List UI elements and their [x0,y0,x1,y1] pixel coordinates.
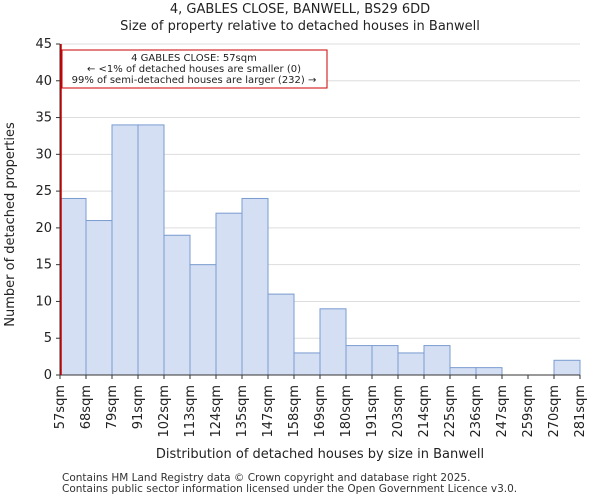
chart-title: 4, GABLES CLOSE, BANWELL, BS29 6DD [169,2,431,17]
histogram-bar [111,124,139,376]
x-tick-label: 102sqm [157,385,172,438]
x-tick-label: 180sqm [339,385,354,438]
x-tick-label: 57sqm [53,385,68,429]
histogram-bar [215,212,243,376]
annotation-smaller: ← <1% of detached houses are smaller (0) [87,64,301,75]
histogram-bar [85,220,113,376]
annotation-box [61,49,328,89]
histogram-bar [423,345,451,376]
histogram-bar [475,367,503,376]
x-tick-label: 270sqm [547,385,562,438]
y-tick-label: 45 [35,37,52,52]
y-tick-label: 5 [44,331,52,346]
histogram-bar [241,197,269,376]
x-tick-label: 169sqm [313,385,328,438]
x-tick-label: 191sqm [365,385,380,438]
x-tick-label: 236sqm [469,385,484,438]
histogram-bar [59,197,87,376]
y-tick-label: 10 [35,294,52,309]
x-tick-label: 203sqm [391,385,406,438]
x-tick-label: 214sqm [417,385,432,438]
x-tick-label: 124sqm [209,385,224,438]
x-tick-label: 79sqm [105,385,120,429]
x-tick-label: 68sqm [79,385,94,429]
y-axis-title: Number of detached properties [3,122,18,327]
y-tick-label: 0 [44,368,52,383]
histogram-bar [449,367,477,376]
histogram-bar [319,308,347,376]
x-tick-label: 113sqm [183,385,198,438]
x-tick-label: 281sqm [573,385,588,438]
footer-line-2: Contains public sector information licen… [62,483,518,495]
annotation-larger: 99% of semi-detached houses are larger (… [72,75,317,86]
histogram-bar [397,352,425,376]
histogram-bar [189,264,217,376]
histogram-bar [163,234,191,376]
x-tick-label: 147sqm [261,385,276,438]
histogram-bar [137,124,165,376]
x-axis-title: Distribution of detached houses by size … [156,447,484,462]
histogram-bar [345,345,373,376]
x-tick-label: 247sqm [495,385,510,438]
histogram-bar [553,359,581,376]
y-tick-label: 40 [35,74,52,89]
footer-line-1: Contains HM Land Registry data © Crown c… [62,472,471,484]
y-tick-label: 25 [35,184,52,199]
y-tick-label: 20 [35,221,52,236]
x-tick-label: 158sqm [287,385,302,438]
y-tick-label: 15 [35,258,52,273]
histogram-chart: 0 5 10 15 20 25 30 35 40 45 57sqm 68sqm 79sqm 91sqm 10… [3,37,588,462]
x-tick-label: 259sqm [521,385,536,438]
x-tick-label: 135sqm [235,385,250,438]
histogram-bar [267,293,295,376]
histogram-bar [371,345,399,376]
chart-subtitle: Size of property relative to detached ho… [120,19,480,34]
x-tick-label: 91sqm [131,385,146,429]
y-tick-label: 35 [35,111,52,126]
y-tick-label: 30 [35,147,52,162]
annotation-title: 4 GABLES CLOSE: 57sqm [131,53,257,64]
histogram-bar [293,352,321,376]
x-tick-label: 225sqm [443,385,458,438]
